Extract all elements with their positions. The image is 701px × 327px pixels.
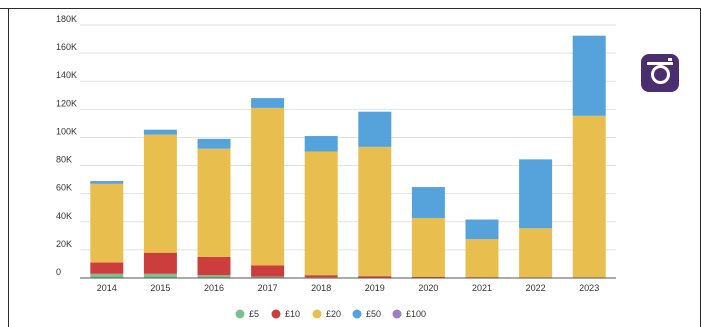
instagram-icon-flash <box>668 58 672 61</box>
bar-segment <box>251 107 285 266</box>
bar-segment <box>143 129 177 135</box>
bar-segment <box>519 159 553 229</box>
x-tick-label: 2019 <box>365 283 385 293</box>
bar-segment <box>143 273 177 278</box>
x-tick-label: 2023 <box>579 283 599 293</box>
instagram-icon-band <box>647 62 673 65</box>
bar-segment <box>465 219 499 240</box>
legend-label: £50 <box>366 309 381 319</box>
legend-label: £5 <box>249 309 259 319</box>
x-tick-label: 2014 <box>97 283 117 293</box>
legend-label: £100 <box>406 309 426 319</box>
bar-segment <box>411 277 445 278</box>
y-tick-label: 180K <box>56 14 77 24</box>
y-tick-label: 60K <box>56 183 72 193</box>
bar-segment <box>358 146 392 277</box>
x-tick-label: 2018 <box>311 283 331 293</box>
bar-segment <box>90 183 124 263</box>
x-axis: 2014 2015 2016 2017 2018 2019 2020 2021 2022 2023 <box>80 277 616 293</box>
bar-segment <box>358 111 392 147</box>
x-tick-label: 2015 <box>150 283 170 293</box>
bar-segment <box>411 187 445 218</box>
bars <box>90 35 606 278</box>
legend-swatch <box>352 309 362 319</box>
legend: £5 £10 £20 £50 £100 <box>235 309 426 319</box>
x-tick-label: 2022 <box>526 283 546 293</box>
bar-segment <box>572 115 606 278</box>
frame-left-border <box>8 8 9 327</box>
instagram-icon-lens <box>651 65 670 84</box>
bar-segment <box>572 35 606 116</box>
x-tick-label: 2016 <box>204 283 224 293</box>
y-tick-label: 100K <box>56 126 77 136</box>
bar-segment <box>465 239 499 278</box>
bar-segment <box>197 256 231 276</box>
bar-segment <box>90 273 124 278</box>
legend-swatch <box>312 309 322 319</box>
bar-segment <box>411 217 445 278</box>
legend-swatch <box>392 309 402 319</box>
bar-segment <box>304 151 338 276</box>
legend-label: £20 <box>326 309 341 319</box>
y-tick-label: 20K <box>56 239 72 249</box>
legend-label: £10 <box>285 309 300 319</box>
y-tick-label: 140K <box>56 70 77 80</box>
bar-segment <box>358 276 392 278</box>
y-tick-label: 120K <box>56 98 77 108</box>
bar-segment <box>90 181 124 184</box>
bar-segment <box>143 252 177 274</box>
y-tick-label: 160K <box>56 42 77 52</box>
bar-segment <box>251 276 285 278</box>
y-tick-label: 0 <box>56 267 61 277</box>
bar-segment <box>304 275 338 278</box>
frame-top-border <box>0 8 701 9</box>
legend-swatch <box>271 309 281 319</box>
legend-swatch <box>235 309 245 319</box>
instagram-icon[interactable] <box>641 54 679 92</box>
bar-segment <box>251 98 285 108</box>
y-axis: 0 20K 40K 60K 80K 100K 120K 140K 160K 180K <box>56 14 77 277</box>
bar-segment <box>304 136 338 152</box>
bar-segment <box>519 228 553 278</box>
bar-segment <box>197 275 231 278</box>
x-tick-label: 2021 <box>472 283 492 293</box>
x-tick-label: 2020 <box>418 283 438 293</box>
bar-segment <box>143 134 177 253</box>
bar-segment <box>90 262 124 274</box>
y-tick-label: 40K <box>56 211 72 221</box>
bar-segment <box>251 265 285 277</box>
x-tick-label: 2017 <box>258 283 278 293</box>
bar-segment <box>197 138 231 149</box>
y-tick-label: 80K <box>56 155 72 165</box>
bar-segment <box>197 148 231 257</box>
